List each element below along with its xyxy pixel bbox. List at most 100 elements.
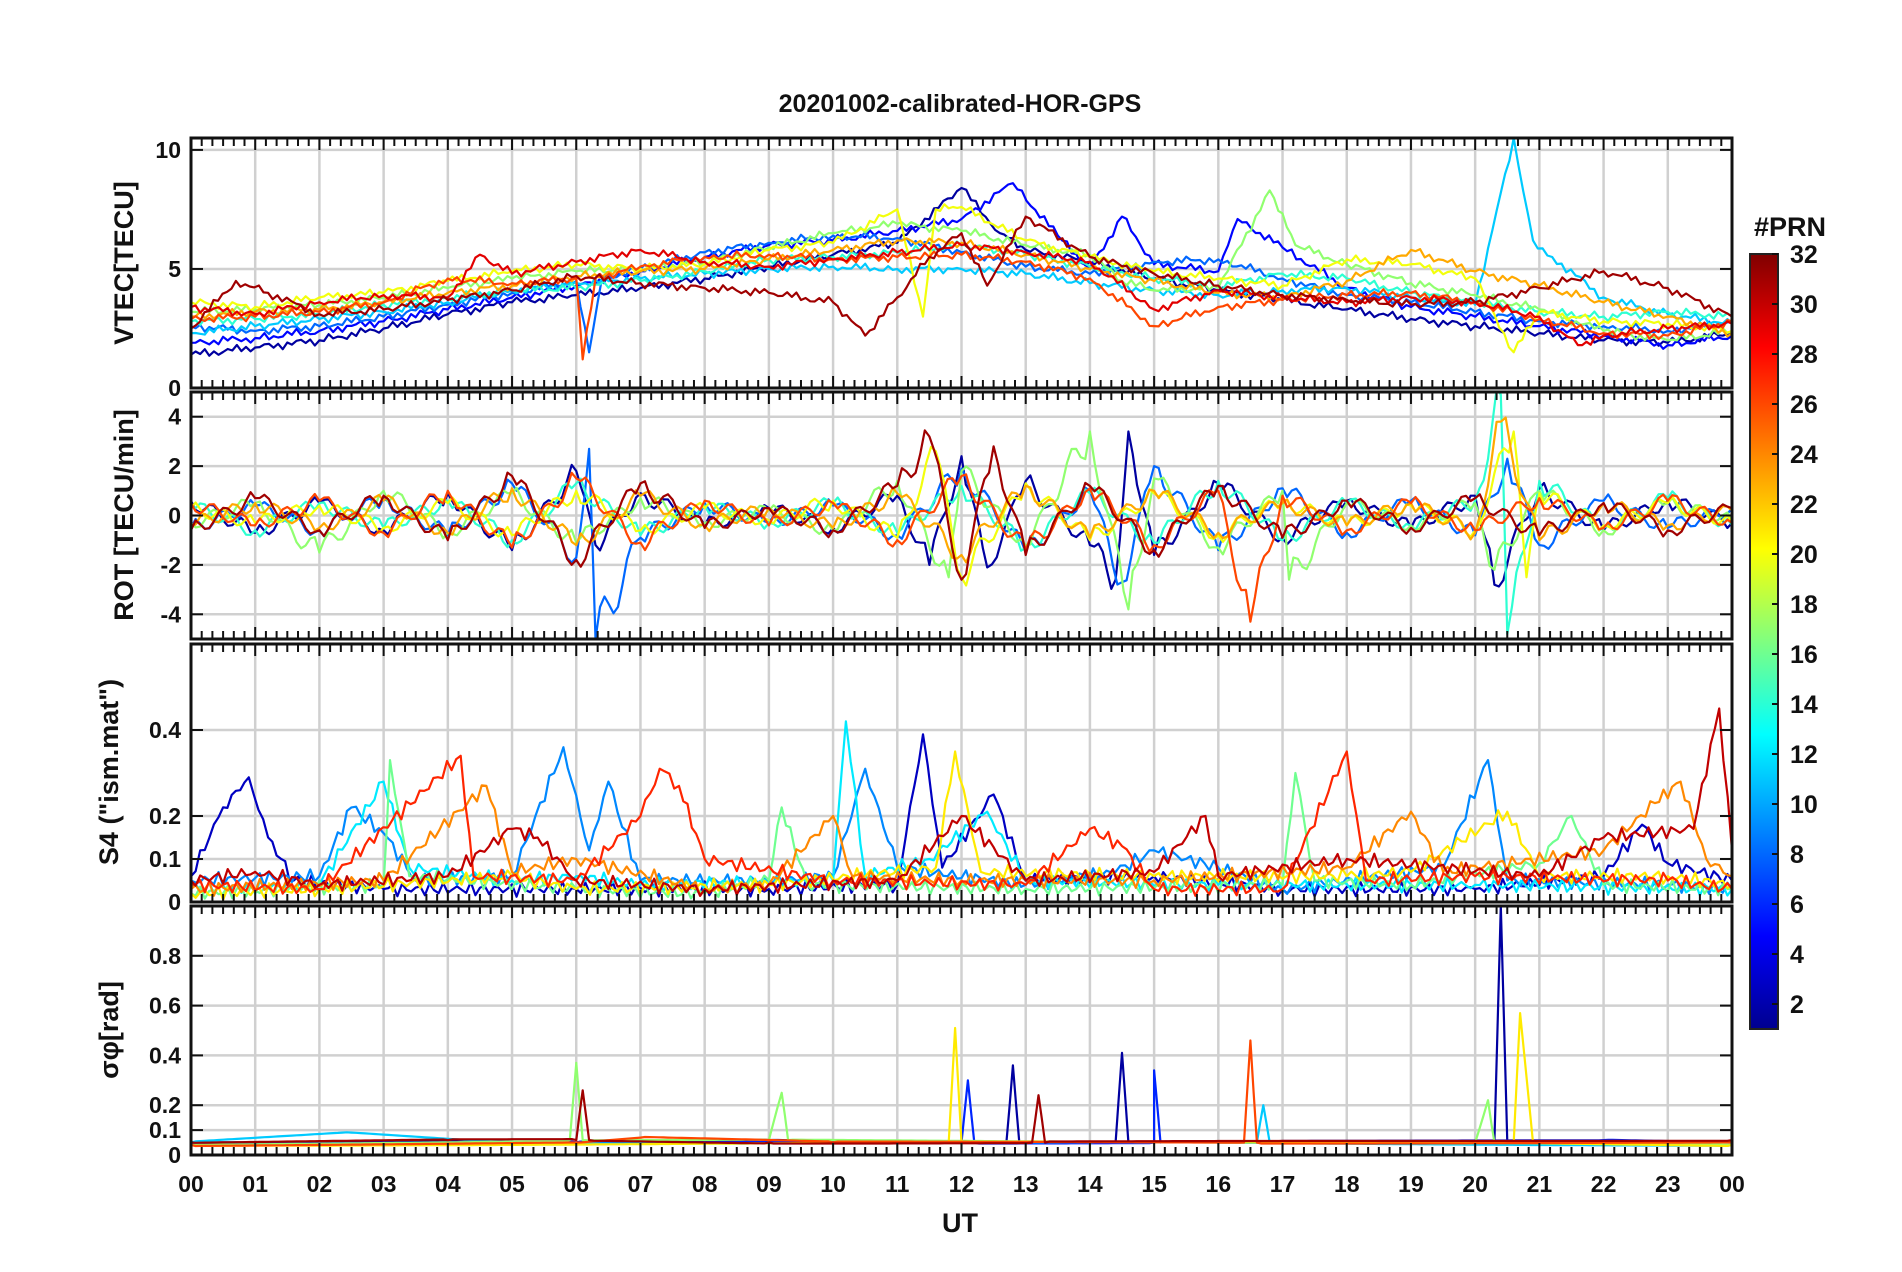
- series-line-prn-8: [191, 231, 1732, 354]
- x-tick-label: 00: [1719, 1171, 1745, 1197]
- y-tick-label: 0: [168, 1142, 181, 1168]
- x-tick-label: 15: [1141, 1171, 1167, 1197]
- y-axis-label: ROT [TECU/min]: [109, 409, 139, 620]
- y-tick-label: 0.1: [149, 846, 181, 872]
- panel-s4: 0 0.1 0.2 0.4 S4 ("ism.mat"): [94, 642, 1734, 915]
- colorbar-scale: [1749, 253, 1779, 1030]
- series-lines: [191, 138, 1732, 361]
- colorbar-tick-label: 14: [1790, 691, 1818, 719]
- y-tick-label: 0.2: [149, 803, 181, 829]
- panel-frame: [189, 642, 1734, 904]
- x-tick-label: 09: [756, 1171, 782, 1197]
- colorbar-tick-label: 8: [1790, 841, 1804, 869]
- series-line-prn-12: [191, 720, 1732, 897]
- x-tick-label: 22: [1591, 1171, 1617, 1197]
- series-line-prn-17: [191, 189, 1732, 342]
- colorbar-tick-label: 2: [1790, 991, 1804, 1019]
- series-line-prn-11: [191, 138, 1732, 336]
- colorbar-tick-label: 4: [1790, 941, 1804, 969]
- x-tick-label: 05: [499, 1171, 525, 1197]
- y-tick-label: -4: [161, 601, 182, 627]
- grid-lines: [191, 392, 1732, 639]
- panel-frame: [189, 390, 1734, 641]
- y-tick-label: -2: [161, 552, 181, 578]
- chart-title: 20201002-calibrated-HOR-GPS: [779, 90, 1142, 118]
- colorbar-tick-label: 12: [1790, 741, 1818, 769]
- series-line-prn-2: [191, 186, 1732, 357]
- x-tick-label: 02: [307, 1171, 333, 1197]
- y-tick-label: 5: [168, 256, 181, 282]
- colorbar-tick-label: 26: [1790, 391, 1818, 419]
- series-line-prn-31: [191, 1089, 1732, 1145]
- series-lines: [191, 707, 1732, 901]
- x-axis-label: UT: [942, 1208, 978, 1238]
- x-tick-label: 17: [1270, 1171, 1296, 1197]
- panel-sigma_phi: 00.10.2 0.4 0.6 0.8 σφ[rad] 00 01 02 03 04 05 06 07 0…: [94, 904, 1745, 1197]
- y-axis-label: σφ[rad]: [94, 981, 124, 1079]
- y-tick-label: 0.8: [149, 943, 181, 969]
- y-tick-label: 0.6: [149, 993, 181, 1019]
- x-tick-label: 10: [820, 1171, 846, 1197]
- y-tick-label: 10: [155, 137, 181, 163]
- y-axis-label: VTEC[TECU]: [109, 181, 139, 345]
- x-tick-label: 23: [1655, 1171, 1681, 1197]
- y-tick-label: 0.4: [149, 1042, 181, 1068]
- panel-vtec: 0 5 10 VTEC[TECU]: [109, 136, 1734, 401]
- x-tick-label: 20: [1462, 1171, 1488, 1197]
- x-tick-label: 18: [1334, 1171, 1360, 1197]
- panel-rot: -4 -2 0 2 4 ROT [TECU/min]: [109, 390, 1734, 641]
- y-tick-label: 2: [168, 453, 181, 479]
- colorbar-tick-label: 22: [1790, 491, 1818, 519]
- x-tick-label: 06: [563, 1171, 589, 1197]
- x-tick-label: 16: [1206, 1171, 1232, 1197]
- series-line-prn-26: [191, 471, 1732, 623]
- x-tick-label: 12: [949, 1171, 975, 1197]
- x-tick-label: 14: [1077, 1171, 1103, 1197]
- panel-frame: [189, 904, 1734, 1157]
- colorbar-tick-label: 24: [1790, 441, 1818, 469]
- x-tick-label: 04: [435, 1171, 461, 1197]
- series-line-prn-31: [191, 215, 1732, 337]
- colorbar-tick-label: 16: [1790, 641, 1818, 669]
- colorbar-tick-label: 30: [1790, 291, 1818, 319]
- series-line-prn-27: [191, 750, 1732, 897]
- y-tick-label: 0: [168, 503, 181, 529]
- series-line-prn-5: [191, 182, 1732, 350]
- colorbar-tick-label: 10: [1790, 791, 1818, 819]
- y-axis-label: S4 ("ism.mat"): [94, 679, 124, 865]
- x-tick-label: 01: [242, 1171, 268, 1197]
- y-tick-label: 0: [168, 889, 181, 915]
- y-tick-label: 4: [168, 404, 181, 430]
- series-lines: [191, 392, 1732, 639]
- colorbar-tick-label: 6: [1790, 891, 1804, 919]
- x-tick-label: 19: [1398, 1171, 1424, 1197]
- x-tick-label: 03: [371, 1171, 397, 1197]
- x-tick-label: 08: [692, 1171, 718, 1197]
- series-line-prn-21: [191, 750, 1732, 901]
- x-tick-label: 21: [1527, 1171, 1553, 1197]
- colorbar-tick-label: 18: [1790, 591, 1818, 619]
- colorbar-title: #PRN: [1754, 212, 1826, 242]
- series-line-prn-30: [191, 707, 1732, 897]
- y-tick-label: 0.1: [149, 1117, 181, 1143]
- y-tick-label: 0: [168, 375, 181, 401]
- colorbar-tick-label: 20: [1790, 541, 1818, 569]
- series-line-prn-20: [191, 203, 1732, 354]
- panel-frame: [189, 136, 1734, 390]
- series-line-prn-3: [191, 733, 1732, 898]
- y-tick-label: 0.4: [149, 717, 181, 743]
- series-line-prn-31: [191, 429, 1732, 581]
- series-line-prn-23: [191, 416, 1732, 564]
- x-tick-label: 13: [1013, 1171, 1039, 1197]
- x-tick-label: 07: [628, 1171, 654, 1197]
- x-tick-label: 00: [178, 1171, 204, 1197]
- colorbar-tick-label: 28: [1790, 341, 1818, 369]
- series-line-prn-23: [191, 237, 1732, 338]
- colorbar-tick-label: 32: [1790, 241, 1818, 269]
- y-tick-label: 0.2: [149, 1092, 181, 1118]
- x-tick-label: 11: [885, 1171, 910, 1197]
